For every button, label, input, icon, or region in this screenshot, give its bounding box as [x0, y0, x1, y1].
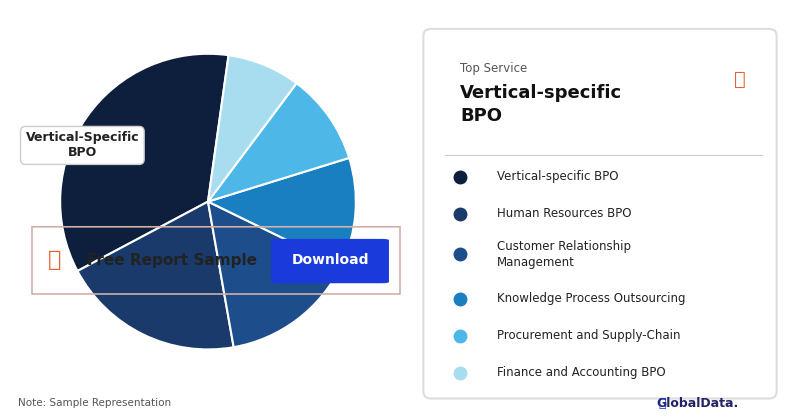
- Text: Top Service: Top Service: [460, 62, 527, 75]
- Wedge shape: [78, 202, 234, 349]
- FancyBboxPatch shape: [423, 29, 777, 399]
- Text: Procurement and Supply-Chain: Procurement and Supply-Chain: [497, 329, 681, 342]
- Text: Download: Download: [291, 253, 369, 268]
- Wedge shape: [208, 83, 350, 202]
- Wedge shape: [208, 158, 356, 266]
- Text: 🌐: 🌐: [658, 397, 666, 410]
- Text: 🔒: 🔒: [47, 250, 61, 270]
- Wedge shape: [208, 202, 341, 347]
- Text: Note: Sample Representation: Note: Sample Representation: [18, 398, 170, 408]
- Wedge shape: [60, 54, 229, 271]
- Text: Knowledge Process Outsourcing: Knowledge Process Outsourcing: [497, 292, 686, 305]
- Text: Customer Relationship
Management: Customer Relationship Management: [497, 240, 631, 269]
- Text: Human Resources BPO: Human Resources BPO: [497, 207, 631, 220]
- Text: 🔒: 🔒: [734, 70, 746, 89]
- Text: Vertical-specific
BPO: Vertical-specific BPO: [460, 84, 622, 125]
- Wedge shape: [208, 55, 297, 202]
- Text: GlobalData.: GlobalData.: [656, 397, 738, 410]
- Text: Finance and Accounting BPO: Finance and Accounting BPO: [497, 366, 666, 379]
- Text: Vertical-Specific
BPO: Vertical-Specific BPO: [26, 131, 139, 160]
- FancyBboxPatch shape: [271, 239, 389, 283]
- Text: Free Report Sample: Free Report Sample: [87, 253, 257, 268]
- Text: Vertical-specific BPO: Vertical-specific BPO: [497, 170, 618, 183]
